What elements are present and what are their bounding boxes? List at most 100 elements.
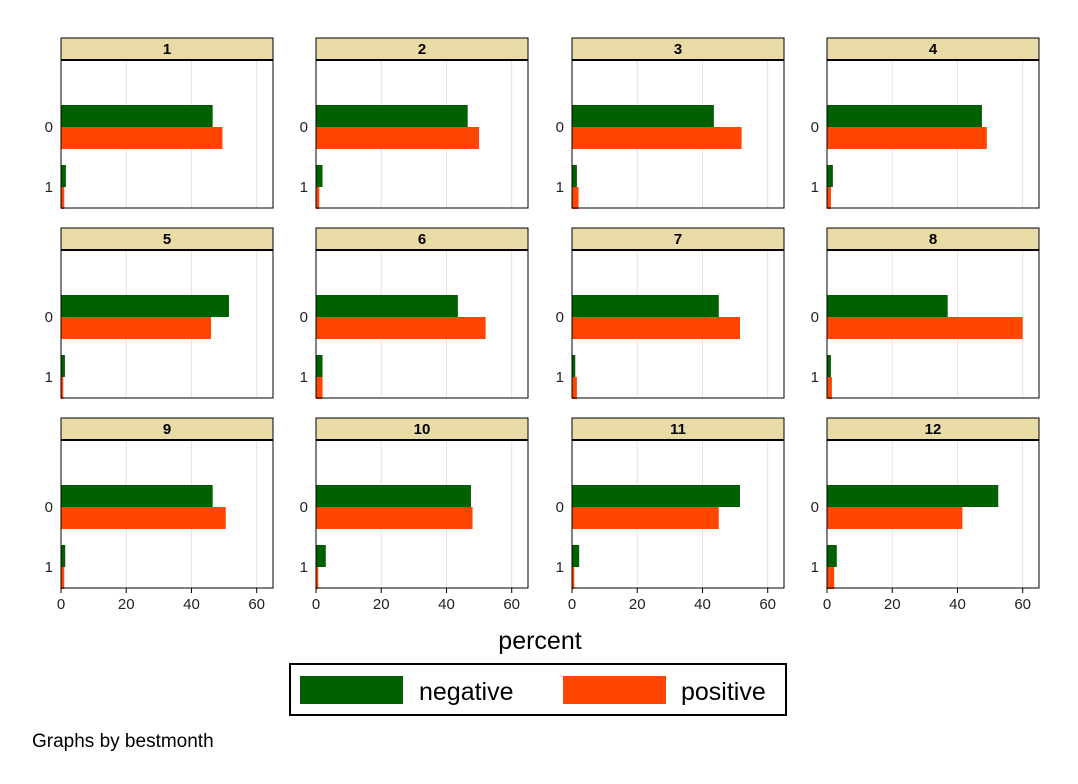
x-tick-label: 20 bbox=[373, 596, 390, 613]
bar-negative-1 bbox=[572, 545, 580, 567]
bar-negative-1 bbox=[316, 355, 323, 377]
legend: negative positive bbox=[289, 663, 787, 716]
bar-positive-1 bbox=[316, 187, 320, 209]
category-label: 1 bbox=[556, 559, 564, 576]
bar-negative-1 bbox=[572, 355, 576, 377]
panel-strip-label: 11 bbox=[670, 421, 686, 438]
panel-8: 8 0 1 bbox=[811, 227, 1040, 399]
category-label: 0 bbox=[556, 309, 564, 326]
x-tick-label: 20 bbox=[629, 596, 646, 613]
panel-3: 3 0 1 bbox=[556, 37, 785, 209]
bar-negative-1 bbox=[827, 165, 833, 187]
bar-positive-1 bbox=[827, 567, 835, 589]
x-tick-label: 60 bbox=[503, 596, 520, 613]
panel-4: 4 0 1 bbox=[811, 37, 1040, 209]
category-label: 1 bbox=[811, 369, 819, 386]
bar-negative-1 bbox=[316, 165, 323, 187]
bar-negative-0 bbox=[316, 105, 468, 127]
panel-strip-label: 4 bbox=[929, 41, 938, 58]
x-tick-label: 20 bbox=[884, 596, 901, 613]
x-tick-label: 40 bbox=[183, 596, 200, 613]
panel-7: 7 0 1 bbox=[556, 227, 785, 399]
category-label: 1 bbox=[300, 179, 308, 196]
panel-2: 2 0 1 bbox=[300, 37, 529, 209]
bar-negative-0 bbox=[61, 295, 229, 317]
x-tick-label: 0 bbox=[568, 596, 576, 613]
bar-positive-1 bbox=[61, 567, 65, 589]
category-label: 0 bbox=[300, 119, 308, 136]
bar-positive-0 bbox=[572, 317, 740, 339]
legend-label-negative: negative bbox=[419, 678, 514, 706]
bar-negative-0 bbox=[827, 295, 948, 317]
category-label: 0 bbox=[45, 499, 53, 516]
category-label: 1 bbox=[811, 179, 819, 196]
category-label: 1 bbox=[556, 369, 564, 386]
bar-positive-1 bbox=[827, 187, 831, 209]
bar-positive-0 bbox=[316, 127, 480, 149]
bar-positive-1 bbox=[61, 377, 64, 399]
panel-strip-label: 2 bbox=[418, 41, 426, 58]
bar-positive-0 bbox=[827, 317, 1023, 339]
x-tick-label: 0 bbox=[312, 596, 320, 613]
category-label: 1 bbox=[300, 369, 308, 386]
x-tick-label: 60 bbox=[759, 596, 776, 613]
panel-1: 1 0 1 bbox=[45, 37, 274, 209]
bar-negative-1 bbox=[61, 355, 65, 377]
bar-positive-1 bbox=[316, 377, 323, 399]
category-label: 0 bbox=[556, 119, 564, 136]
category-label: 0 bbox=[45, 309, 53, 326]
bar-positive-0 bbox=[827, 127, 987, 149]
category-label: 1 bbox=[45, 559, 53, 576]
panel-strip-label: 3 bbox=[674, 41, 682, 58]
category-label: 0 bbox=[300, 499, 308, 516]
bar-negative-0 bbox=[316, 295, 458, 317]
bar-negative-1 bbox=[572, 165, 577, 187]
category-label: 1 bbox=[45, 369, 53, 386]
bar-positive-1 bbox=[572, 377, 577, 399]
bar-negative-1 bbox=[61, 545, 66, 567]
category-label: 0 bbox=[811, 499, 819, 516]
category-label: 0 bbox=[811, 119, 819, 136]
panel-strip-label: 9 bbox=[163, 421, 171, 438]
bar-negative-0 bbox=[61, 105, 213, 127]
bar-positive-0 bbox=[61, 317, 212, 339]
category-label: 0 bbox=[45, 119, 53, 136]
bar-negative-1 bbox=[827, 355, 831, 377]
x-tick-label: 40 bbox=[694, 596, 711, 613]
category-label: 0 bbox=[556, 499, 564, 516]
bar-negative-0 bbox=[572, 105, 714, 127]
category-label: 0 bbox=[811, 309, 819, 326]
x-tick-label: 20 bbox=[118, 596, 135, 613]
graph-note: Graphs by bestmonth bbox=[32, 731, 214, 752]
bar-negative-0 bbox=[572, 485, 740, 507]
x-tick-label: 40 bbox=[949, 596, 966, 613]
panel-strip-label: 7 bbox=[674, 231, 682, 248]
bar-positive-1 bbox=[316, 567, 319, 589]
panel-5: 5 0 1 bbox=[45, 227, 274, 399]
bar-positive-0 bbox=[61, 127, 223, 149]
category-label: 1 bbox=[45, 179, 53, 196]
x-tick-label: 40 bbox=[438, 596, 455, 613]
bar-negative-1 bbox=[827, 545, 837, 567]
category-label: 1 bbox=[556, 179, 564, 196]
x-tick-label: 0 bbox=[57, 596, 65, 613]
legend-swatch-positive bbox=[563, 676, 666, 704]
bar-positive-1 bbox=[827, 377, 832, 399]
category-label: 1 bbox=[811, 559, 819, 576]
panel-strip-label: 12 bbox=[925, 421, 942, 438]
panel-6: 6 0 1 bbox=[300, 227, 529, 399]
bar-positive-0 bbox=[827, 507, 963, 529]
x-tick-label: 0 bbox=[823, 596, 831, 613]
bar-positive-1 bbox=[572, 567, 575, 589]
bar-negative-1 bbox=[316, 545, 326, 567]
bar-negative-1 bbox=[61, 165, 66, 187]
bar-positive-0 bbox=[61, 507, 226, 529]
x-tick-label: 60 bbox=[1014, 596, 1031, 613]
bar-negative-0 bbox=[827, 105, 982, 127]
